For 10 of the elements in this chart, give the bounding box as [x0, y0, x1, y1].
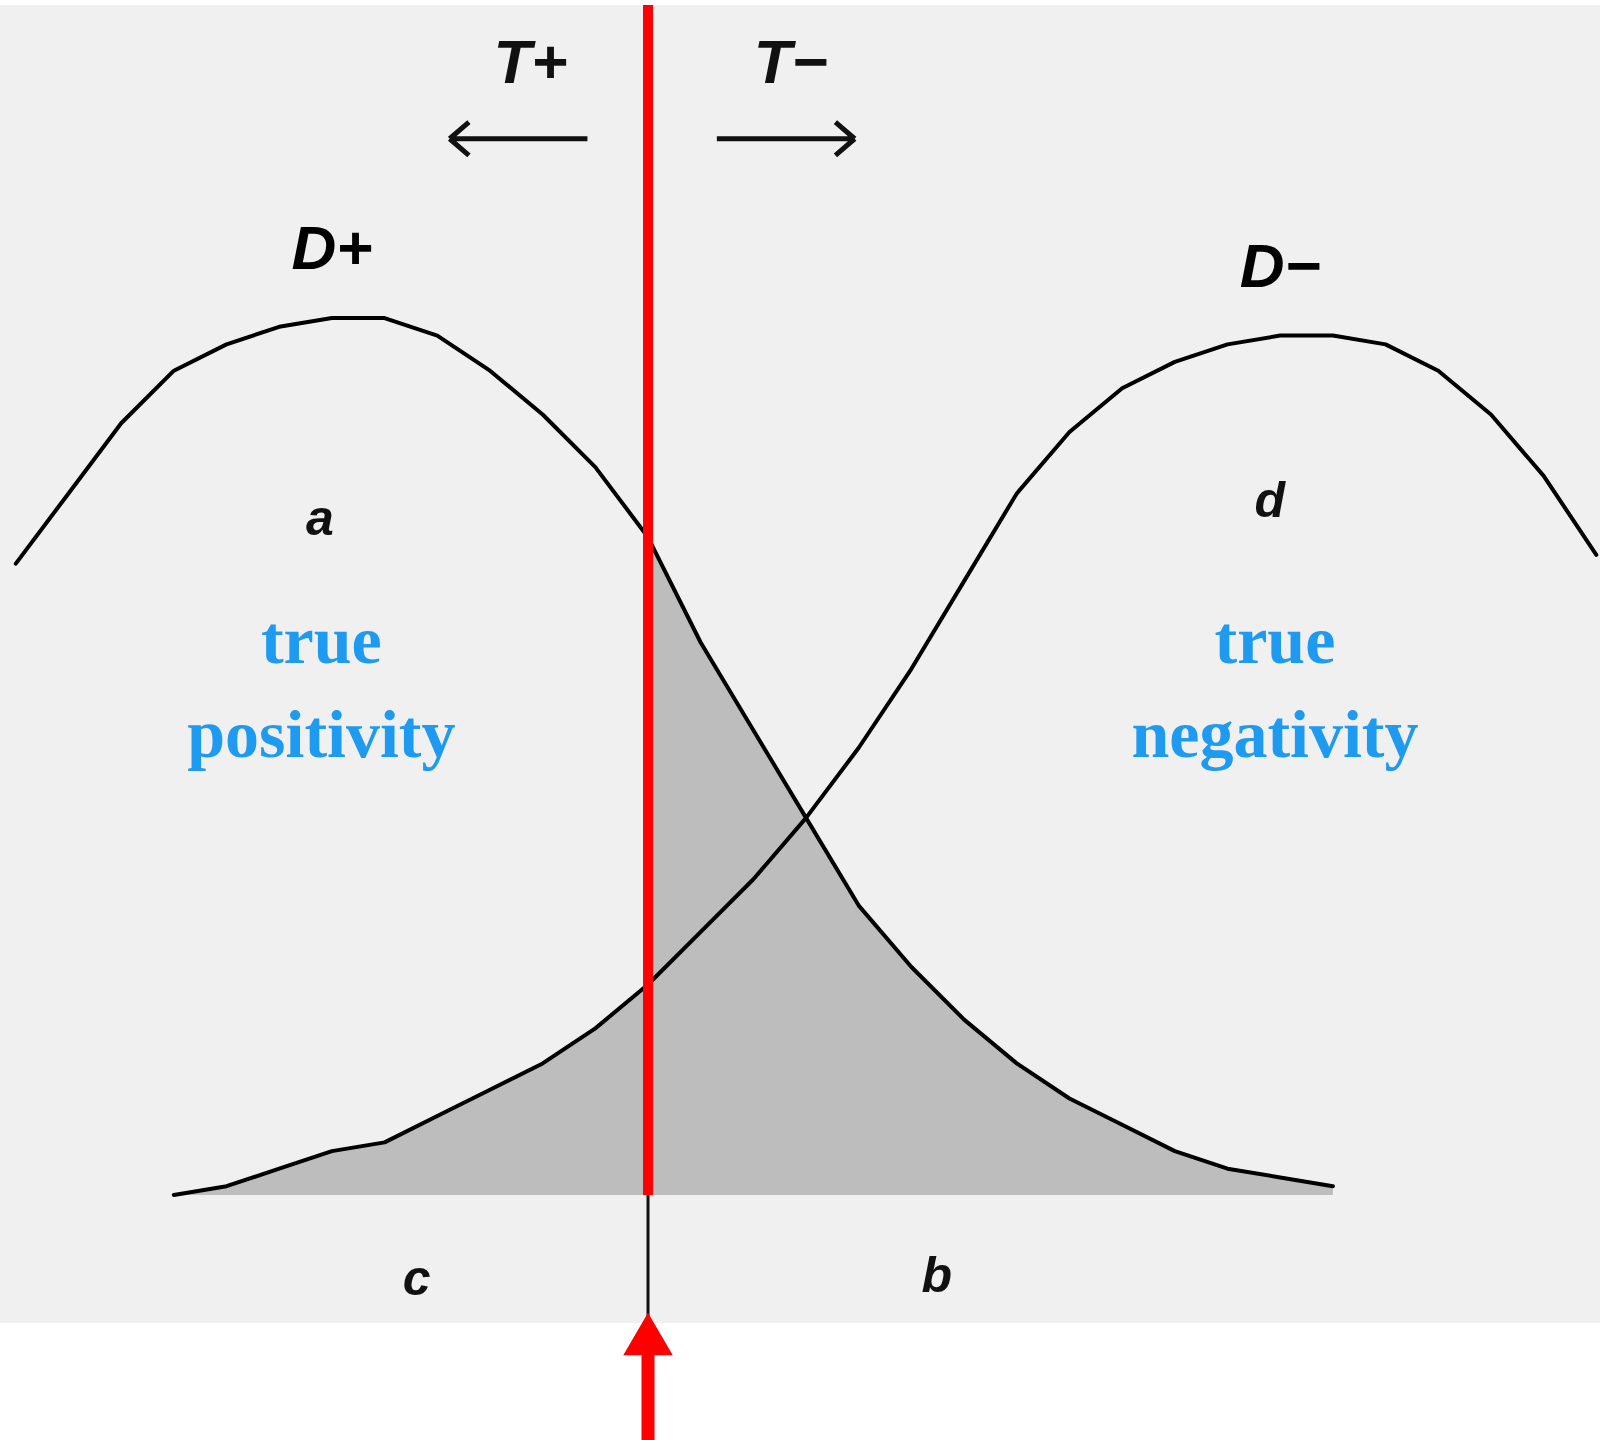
annotation: d	[1254, 472, 1287, 529]
annotation: true negativity	[1131, 601, 1419, 772]
series-label: D−	[1239, 230, 1321, 300]
annotation: true positivity	[187, 601, 456, 772]
text: T−	[753, 26, 828, 96]
text: T+	[493, 26, 568, 96]
series-label: D+	[291, 213, 373, 283]
text: b	[921, 1247, 952, 1304]
text: c	[402, 1250, 431, 1307]
annotation: a	[305, 489, 334, 546]
